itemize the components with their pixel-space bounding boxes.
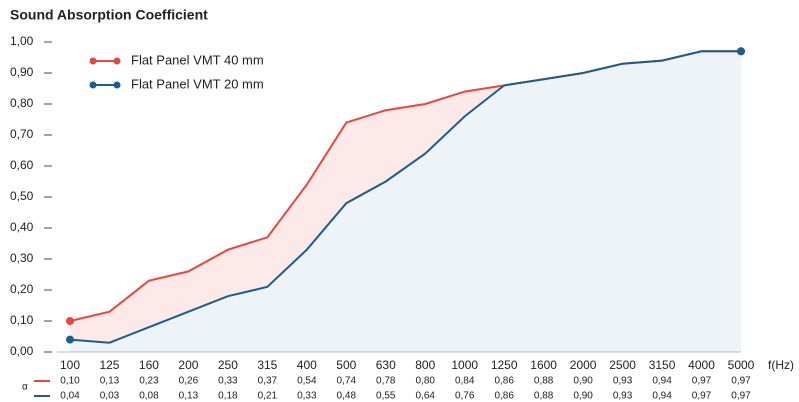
x-tick-label: 5000 bbox=[728, 358, 755, 372]
table-value: 0,21 bbox=[258, 391, 278, 402]
legend-dot bbox=[113, 57, 121, 65]
x-tick-label: 125 bbox=[99, 358, 119, 372]
x-tick-label: 800 bbox=[415, 358, 435, 372]
y-tick-label: 1,00 bbox=[10, 34, 34, 48]
legend-dot bbox=[89, 57, 97, 65]
table-value: 0,78 bbox=[376, 376, 396, 387]
table-value: 0,64 bbox=[416, 391, 436, 402]
table-value: 0,86 bbox=[494, 376, 514, 387]
x-tick-label: 3150 bbox=[649, 358, 676, 372]
legend-label: Flat Panel VMT 20 mm bbox=[131, 76, 264, 91]
table-value: 0,23 bbox=[139, 376, 159, 387]
y-tick-label: 0,70 bbox=[10, 127, 34, 141]
x-tick-label: 100 bbox=[60, 358, 80, 372]
table-value: 0,90 bbox=[573, 391, 593, 402]
legend-dot bbox=[89, 81, 97, 89]
x-tick-label: 250 bbox=[218, 358, 238, 372]
table-value: 0,13 bbox=[100, 376, 120, 387]
line bbox=[69, 50, 741, 344]
table-value: 0,76 bbox=[455, 391, 475, 402]
table-value: 0,33 bbox=[297, 391, 317, 402]
table-value: 0,86 bbox=[494, 391, 514, 402]
chart-title: Sound Absorption Coefficient bbox=[10, 7, 208, 23]
end-dot bbox=[66, 335, 74, 344]
table-value: 0,97 bbox=[692, 391, 712, 402]
end-dot bbox=[737, 47, 745, 56]
table-value: 0,94 bbox=[652, 391, 672, 402]
table-value: 0,48 bbox=[337, 391, 357, 402]
table-value: 0,37 bbox=[258, 376, 278, 387]
table-value: 0,84 bbox=[455, 376, 475, 387]
table-value: 0,55 bbox=[376, 391, 396, 402]
y-tick-label: 0,80 bbox=[10, 96, 34, 110]
legend-dot bbox=[113, 81, 121, 89]
x-tick-label: 200 bbox=[178, 358, 198, 372]
x-tick-label: 1000 bbox=[451, 358, 478, 372]
table-value: 0,97 bbox=[731, 376, 751, 387]
table-value: 0,97 bbox=[731, 391, 751, 402]
table-value: 0,97 bbox=[692, 376, 712, 387]
x-axis-label: f(Hz) bbox=[768, 358, 794, 372]
table-value: 0,93 bbox=[613, 376, 633, 387]
y-tick-label: 0,20 bbox=[10, 282, 34, 296]
table-value: 0,08 bbox=[139, 391, 159, 402]
x-tick-label: 4000 bbox=[688, 358, 715, 372]
x-tick-label: 315 bbox=[257, 358, 277, 372]
x-tick-label: 1250 bbox=[491, 358, 518, 372]
x-tick-label: 2500 bbox=[609, 358, 636, 372]
table-value: 0,90 bbox=[573, 376, 593, 387]
x-tick-label: 630 bbox=[376, 358, 396, 372]
table-value: 0,88 bbox=[534, 391, 554, 402]
table-value: 0,03 bbox=[100, 391, 120, 402]
table-value: 0,26 bbox=[179, 376, 199, 387]
table-value: 0,93 bbox=[613, 391, 633, 402]
table-value: 0,10 bbox=[60, 376, 80, 387]
x-tick-label: 2000 bbox=[570, 358, 597, 372]
table-label: α bbox=[22, 382, 28, 393]
table-value: 0,74 bbox=[337, 376, 357, 387]
y-tick-label: 0,40 bbox=[10, 220, 34, 234]
table-value: 0,13 bbox=[179, 391, 199, 402]
table-value: 0,04 bbox=[60, 391, 80, 402]
table-value: 0,33 bbox=[218, 376, 238, 387]
y-tick-label: 0,10 bbox=[10, 313, 34, 327]
table-value: 0,18 bbox=[218, 391, 238, 402]
y-tick-label: 0,90 bbox=[10, 65, 34, 79]
x-tick-label: 500 bbox=[336, 358, 356, 372]
table-value: 0,94 bbox=[652, 376, 672, 387]
table-value: 0,80 bbox=[416, 376, 436, 387]
area bbox=[70, 51, 741, 353]
x-tick-label: 160 bbox=[139, 358, 159, 372]
y-tick-label: 0,00 bbox=[10, 344, 34, 358]
table-value: 0,88 bbox=[534, 376, 554, 387]
y-tick-label: 0,60 bbox=[10, 158, 34, 172]
y-tick-label: 0,30 bbox=[10, 251, 34, 265]
table-value: 0,54 bbox=[297, 376, 317, 387]
y-tick-label: 0,50 bbox=[10, 189, 34, 203]
x-tick-label: 400 bbox=[297, 358, 317, 372]
x-tick-label: 1600 bbox=[530, 358, 557, 372]
legend-label: Flat Panel VMT 40 mm bbox=[131, 52, 264, 67]
end-dot bbox=[66, 317, 74, 325]
